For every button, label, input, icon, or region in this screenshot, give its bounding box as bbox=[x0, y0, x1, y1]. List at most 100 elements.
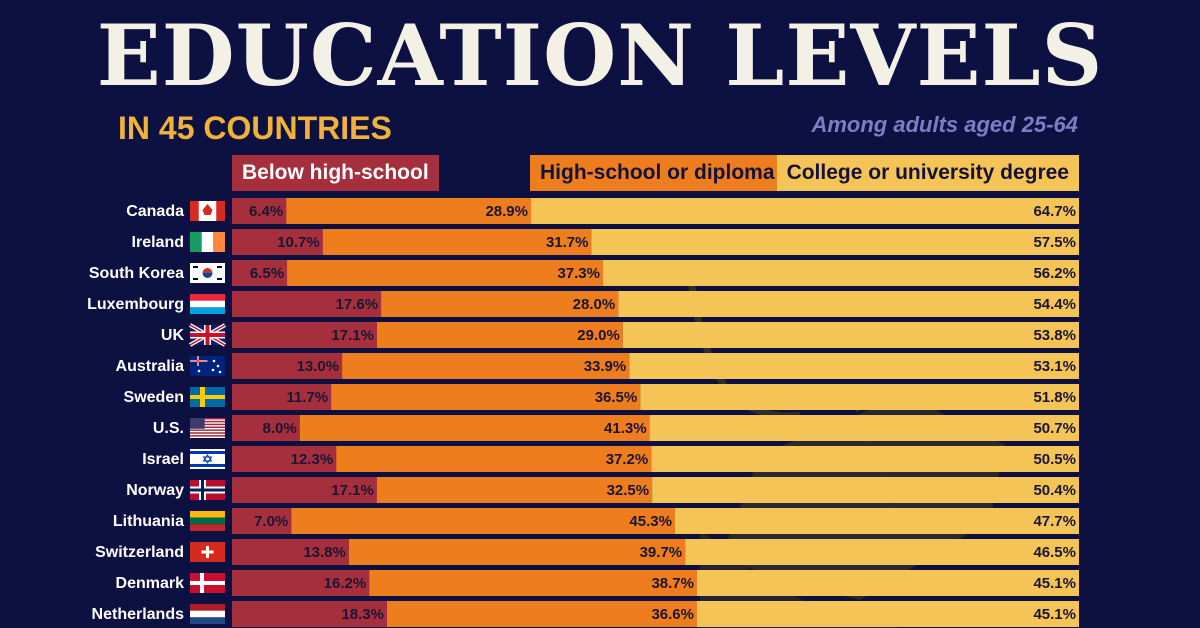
bar-below-high-school bbox=[232, 291, 382, 317]
value-label-below: 10.7% bbox=[277, 234, 320, 251]
value-label-high: 38.7% bbox=[651, 575, 694, 592]
bar-college-degree bbox=[697, 601, 1079, 627]
value-label-high: 41.3% bbox=[604, 420, 647, 437]
bar-high-school-diploma bbox=[291, 508, 675, 534]
bar-high-school-diploma bbox=[286, 198, 531, 224]
canada-flag-icon bbox=[190, 201, 225, 221]
value-label-college: 47.7% bbox=[1033, 513, 1076, 530]
bar-high-school-diploma bbox=[331, 384, 641, 410]
country-label: Canada bbox=[126, 203, 184, 220]
value-label-college: 54.4% bbox=[1033, 296, 1076, 313]
value-label-below: 16.2% bbox=[324, 575, 367, 592]
value-label-college: 53.8% bbox=[1033, 327, 1076, 344]
value-label-high: 36.5% bbox=[595, 389, 638, 406]
country-label: Switzerland bbox=[95, 544, 184, 561]
bar-high-school-diploma bbox=[299, 415, 650, 441]
value-label-below: 6.4% bbox=[249, 203, 283, 220]
bar-below-high-school bbox=[232, 601, 388, 627]
bar-college-degree bbox=[649, 415, 1079, 441]
country-label: U.S. bbox=[153, 420, 184, 437]
value-label-below: 17.1% bbox=[331, 482, 374, 499]
value-label-below: 6.5% bbox=[250, 265, 284, 282]
bar-below-high-school bbox=[232, 508, 292, 534]
bar-college-degree bbox=[629, 353, 1079, 379]
bar-college-degree bbox=[602, 260, 1079, 286]
bar-college-degree bbox=[530, 198, 1079, 224]
bar-below-high-school bbox=[232, 353, 343, 379]
bar-below-high-school bbox=[232, 477, 377, 503]
value-label-college: 64.7% bbox=[1033, 203, 1076, 220]
netherlands-flag-icon bbox=[190, 604, 225, 624]
bar-below-high-school bbox=[232, 539, 349, 565]
bar-below-high-school bbox=[232, 446, 337, 472]
uk-flag-icon bbox=[189, 323, 226, 347]
value-label-college: 51.8% bbox=[1033, 389, 1076, 406]
value-label-high: 31.7% bbox=[546, 234, 589, 251]
luxembourg-flag-icon bbox=[190, 294, 225, 314]
value-label-college: 45.1% bbox=[1033, 575, 1076, 592]
value-label-high: 45.3% bbox=[629, 513, 672, 530]
value-label-college: 57.5% bbox=[1033, 234, 1076, 251]
value-label-below: 18.3% bbox=[341, 606, 384, 623]
denmark-flag-icon bbox=[190, 573, 225, 593]
country-label: Lithuania bbox=[113, 513, 184, 530]
country-label: Denmark bbox=[116, 575, 185, 592]
bar-college-degree bbox=[640, 384, 1079, 410]
lithuania-flag-icon bbox=[190, 511, 225, 531]
country-label: UK bbox=[161, 327, 185, 344]
country-label: Australia bbox=[116, 358, 185, 375]
country-label: Ireland bbox=[132, 234, 184, 251]
bar-high-school-diploma bbox=[336, 446, 652, 472]
value-label-high: 32.5% bbox=[607, 482, 650, 499]
value-label-college: 50.7% bbox=[1033, 420, 1076, 437]
bar-below-high-school bbox=[232, 198, 287, 224]
value-label-below: 12.3% bbox=[291, 451, 334, 468]
bar-below-high-school bbox=[232, 384, 332, 410]
value-label-high: 29.0% bbox=[577, 327, 620, 344]
country-label: Norway bbox=[126, 482, 184, 499]
country-label: South Korea bbox=[89, 265, 184, 282]
value-label-high: 28.9% bbox=[485, 203, 528, 220]
bar-high-school-diploma bbox=[376, 322, 623, 348]
bar-college-degree bbox=[622, 322, 1079, 348]
value-label-below: 13.8% bbox=[303, 544, 346, 561]
ireland-flag-icon bbox=[190, 232, 225, 252]
bar-high-school-diploma bbox=[322, 229, 592, 255]
value-label-high: 33.9% bbox=[584, 358, 627, 375]
legend-college-degree: College or university degree bbox=[776, 155, 1079, 191]
bar-college-degree bbox=[674, 508, 1079, 534]
value-label-high: 28.0% bbox=[573, 296, 616, 313]
bar-high-school-diploma bbox=[387, 601, 698, 627]
value-label-high: 39.7% bbox=[640, 544, 683, 561]
chart-subtitle: IN 45 COUNTRIES bbox=[118, 110, 392, 146]
value-label-college: 46.5% bbox=[1033, 544, 1076, 561]
value-label-below: 8.0% bbox=[263, 420, 297, 437]
bar-high-school-diploma bbox=[342, 353, 630, 379]
value-label-below: 17.1% bbox=[331, 327, 374, 344]
value-label-college: 45.1% bbox=[1033, 606, 1076, 623]
chart-title: EDUCATION LEVELS bbox=[96, 6, 1104, 105]
norway-flag-icon bbox=[190, 480, 225, 500]
value-label-high: 37.2% bbox=[606, 451, 649, 468]
value-label-high: 37.3% bbox=[557, 265, 600, 282]
value-label-college: 53.1% bbox=[1033, 358, 1076, 375]
bar-high-school-diploma bbox=[369, 570, 698, 596]
bar-below-high-school bbox=[232, 570, 370, 596]
value-label-college: 50.4% bbox=[1033, 482, 1076, 499]
bar-below-high-school bbox=[232, 260, 288, 286]
bar-college-degree bbox=[651, 446, 1079, 472]
value-label-high: 36.6% bbox=[651, 606, 694, 623]
bar-high-school-diploma bbox=[381, 291, 619, 317]
switzerland-flag-icon bbox=[190, 542, 225, 562]
bar-college-degree bbox=[697, 570, 1079, 596]
bar-college-degree bbox=[618, 291, 1079, 317]
bar-high-school-diploma bbox=[287, 260, 603, 286]
bar-college-degree bbox=[591, 229, 1079, 255]
bar-below-high-school bbox=[232, 322, 377, 348]
country-label: Sweden bbox=[124, 389, 184, 406]
value-label-below: 7.0% bbox=[254, 513, 288, 530]
value-label-below: 11.7% bbox=[286, 389, 328, 406]
bar-high-school-diploma bbox=[376, 477, 653, 503]
legend-high-school-diploma: High-school or diploma bbox=[530, 155, 785, 191]
